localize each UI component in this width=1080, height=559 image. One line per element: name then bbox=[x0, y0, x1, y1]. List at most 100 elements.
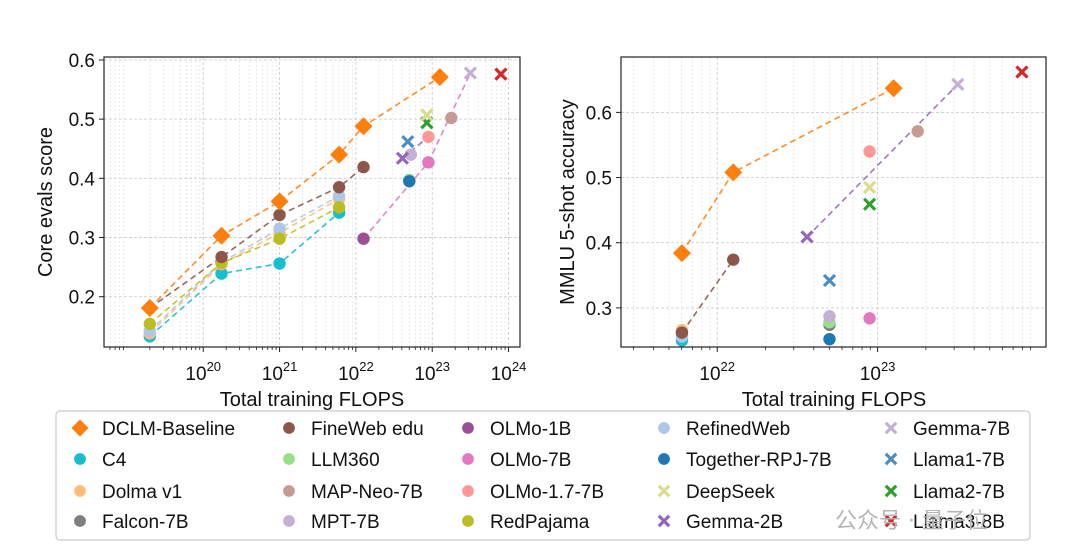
legend-item-llama2-7b: Llama2-7B bbox=[884, 482, 1005, 503]
map-neo-7b-point bbox=[911, 125, 924, 138]
legend-item-redpajama: RedPajama bbox=[462, 512, 590, 533]
deepseek-point bbox=[862, 180, 877, 194]
legend-marker-fineweb-edu bbox=[283, 422, 295, 434]
legend-item-llm360: LLM360 bbox=[283, 450, 380, 471]
dclm-baseline-point bbox=[672, 244, 691, 263]
legend-marker-llama3-8b bbox=[884, 514, 898, 528]
llama1-7b-point bbox=[401, 135, 415, 149]
olmo-1-7-7b-point bbox=[422, 130, 435, 144]
legend-label: OLMo-7B bbox=[490, 450, 571, 471]
legend-item-llama1-7b: Llama1-7B bbox=[884, 450, 1005, 471]
llama3-8b-point bbox=[1015, 65, 1029, 79]
c4-point bbox=[273, 257, 286, 270]
legend-item-deepseek: DeepSeek bbox=[657, 482, 775, 503]
watermark: 公众号 · 量子位 bbox=[835, 509, 988, 534]
gemma-7b-point bbox=[463, 66, 478, 80]
legend-marker-redpajama bbox=[462, 515, 474, 527]
legend-marker-c4 bbox=[74, 453, 86, 465]
legend-item-olmo-1b: OLMo-1B bbox=[462, 419, 571, 440]
dclm-baseline-point bbox=[430, 68, 449, 87]
fineweb-edu-series-line bbox=[149, 166, 365, 309]
olmo-7b-point bbox=[422, 156, 435, 169]
legend-marker-refinedweb bbox=[658, 422, 670, 434]
legend-label: Falcon-7B bbox=[102, 512, 189, 533]
legend-item-c4: C4 bbox=[74, 450, 127, 471]
dclm-baseline-point bbox=[354, 117, 373, 136]
dolma-v1-series-line bbox=[149, 198, 340, 334]
legend-marker-gemma-2b bbox=[657, 514, 671, 528]
legend-marker-llama2-7b bbox=[884, 484, 898, 498]
legend-label: DCLM-Baseline bbox=[102, 419, 235, 440]
y-tick-label: 0.6 bbox=[586, 103, 612, 124]
mmlu-plot-frame bbox=[620, 56, 1047, 348]
legend-marker-map-neo-7b bbox=[283, 485, 295, 497]
legend-item-refinedweb: RefinedWeb bbox=[658, 419, 790, 440]
mpt-7b-point bbox=[823, 310, 836, 323]
mmlu-x-axis-label: Total training FLOPS bbox=[742, 389, 927, 411]
core-plot-frame bbox=[103, 56, 521, 348]
redpajama-point bbox=[143, 317, 156, 331]
legend-label: LLM360 bbox=[311, 450, 380, 471]
y-tick-label: 0.5 bbox=[586, 169, 612, 190]
dclm-baseline-point bbox=[884, 79, 903, 98]
legend-label: MAP-Neo-7B bbox=[311, 482, 423, 503]
legend-marker-llm360 bbox=[283, 453, 295, 465]
core-y-axis-label: Core evals score bbox=[35, 127, 57, 277]
legend-label: Llama1-7B bbox=[913, 450, 1005, 471]
llama3-8b-point bbox=[494, 67, 508, 81]
dclm-baseline-series-line bbox=[149, 76, 441, 309]
legend-label: Llama3-8B bbox=[913, 512, 1005, 533]
legend-marker-dclm-baseline bbox=[71, 419, 89, 437]
legend-label: RedPajama bbox=[490, 512, 590, 533]
olmo-1b-point bbox=[357, 232, 370, 245]
refinedweb-series-line bbox=[149, 195, 340, 332]
y-tick-label: 0.6 bbox=[69, 51, 95, 72]
olmo-7b-point bbox=[863, 312, 876, 325]
llama2-7b-point bbox=[862, 197, 877, 211]
legend-item-fineweb-edu: FineWeb edu bbox=[283, 419, 424, 440]
legend-item-mpt-7b: MPT-7B bbox=[283, 512, 380, 533]
gemma-2b-point bbox=[395, 151, 410, 165]
legend-label: MPT-7B bbox=[311, 512, 380, 533]
y-tick-label: 0.5 bbox=[69, 110, 95, 131]
llama1-7b-point bbox=[822, 273, 837, 288]
fineweb-edu-point bbox=[357, 160, 370, 174]
redpajama-point bbox=[332, 201, 346, 214]
legend-marker-olmo-1b bbox=[462, 422, 474, 434]
legend-item-map-neo-7b: MAP-Neo-7B bbox=[283, 482, 423, 503]
legend-marker-llama1-7b bbox=[884, 452, 898, 466]
legend-label: Llama2-7B bbox=[913, 482, 1005, 503]
dclm-baseline-point bbox=[270, 192, 289, 211]
deepseek-point bbox=[420, 108, 434, 122]
legend-item-olmo-1-7-7b: OLMo-1.7-7B bbox=[462, 482, 604, 503]
y-tick-label: 0.2 bbox=[69, 288, 95, 309]
c4-series-line bbox=[149, 212, 340, 337]
legend-marker-dolma-v1 bbox=[74, 485, 86, 497]
legend-marker-mpt-7b bbox=[283, 515, 295, 527]
legend-label: OLMo-1B bbox=[490, 419, 571, 440]
legend-label: Together-RPJ-7B bbox=[686, 450, 832, 471]
dclm-baseline-point bbox=[140, 298, 159, 317]
legend-marker-olmo-1-7-7b bbox=[462, 485, 474, 497]
legend-label: RefinedWeb bbox=[686, 419, 790, 440]
core-grid bbox=[104, 57, 520, 347]
legend-item-falcon-7b: Falcon-7B bbox=[74, 512, 189, 533]
legend-item-dolma-v1: Dolma v1 bbox=[74, 482, 182, 503]
legend-marker-olmo-7b bbox=[462, 453, 474, 465]
redpajama-series-line bbox=[149, 206, 340, 325]
dclm-baseline-point bbox=[212, 226, 231, 245]
fineweb-edu-point bbox=[727, 253, 740, 266]
y-tick-label: 0.3 bbox=[69, 229, 95, 250]
legend-label: Gemma-2B bbox=[686, 512, 783, 533]
fineweb-edu-point bbox=[273, 208, 286, 222]
gemma-2b-point bbox=[800, 230, 814, 244]
legend-label: FineWeb edu bbox=[311, 419, 424, 440]
legend-label: DeepSeek bbox=[686, 482, 775, 503]
core-marks bbox=[140, 66, 508, 343]
map-neo-7b-point bbox=[445, 111, 458, 125]
dclm-baseline-point bbox=[330, 145, 349, 164]
legend-marker-deepseek bbox=[657, 484, 671, 498]
